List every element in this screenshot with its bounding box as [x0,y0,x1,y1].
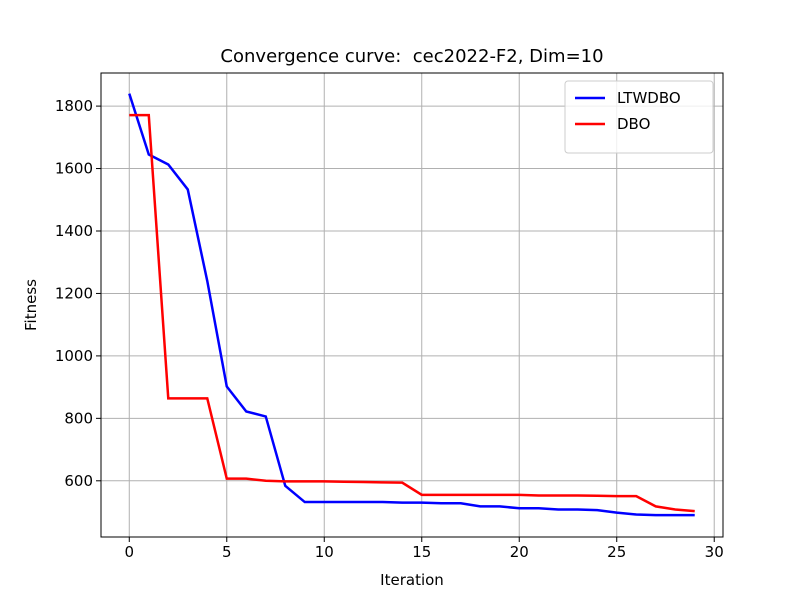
line-series [128,93,695,517]
y-tick-label: 600 [64,472,93,490]
x-tick-label: 15 [412,543,431,561]
y-tick-label: 1000 [55,347,93,365]
y-axis-label: Fitness [22,279,40,331]
chart-title: Convergence curve: cec2022-F2, Dim=10 [220,46,603,67]
x-tick-label: 25 [607,543,626,561]
x-axis-label: Iteration [380,571,444,589]
y-tick-label: 1400 [55,222,93,240]
x-tick-label: 5 [222,543,232,561]
x-tick-label: 30 [705,543,724,561]
legend-label: LTWDBO [617,89,681,107]
y-tick-label: 1600 [55,160,93,178]
x-tick-label: 0 [124,543,134,561]
plot-frame [100,72,724,538]
line-series [129,113,695,513]
y-tick-label: 800 [64,409,93,427]
x-tick-label: 10 [315,543,334,561]
legend-label: DBO [617,115,650,133]
y-tick-label: 1800 [55,97,93,115]
y-tick-label: 1200 [55,284,93,302]
x-tick-label: 20 [510,543,529,561]
